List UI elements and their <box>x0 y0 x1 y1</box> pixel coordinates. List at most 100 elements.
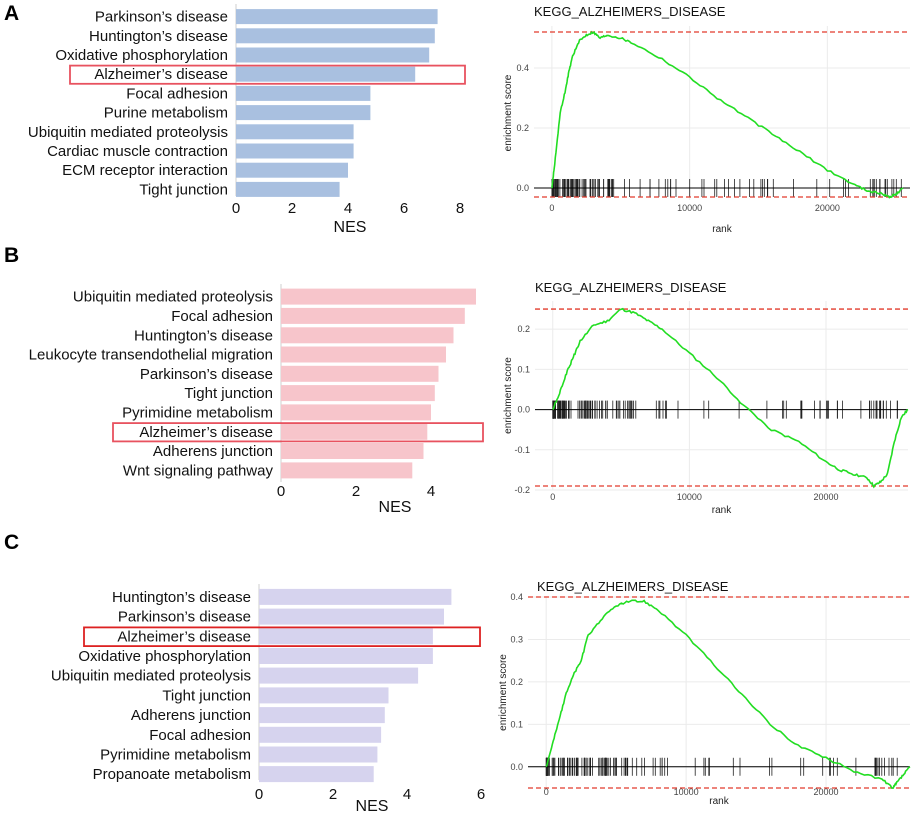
x-tick-label: 20000 <box>813 492 838 502</box>
category-label: Adherens junction <box>153 443 273 460</box>
y-axis-label: enrichment score <box>503 357 514 434</box>
category-label: Ubiquitin mediated proteolysis <box>28 124 228 141</box>
bar <box>281 404 431 421</box>
y-tick-label: 0.3 <box>510 634 523 644</box>
category-label: Pyrimidine metabolism <box>122 404 273 421</box>
y-tick-label: -0.2 <box>514 485 530 495</box>
bar <box>281 385 435 402</box>
x-axis-label: rank <box>709 796 729 807</box>
plot-title: KEGG_ALZHEIMERS_DISEASE <box>537 579 729 594</box>
bar <box>281 346 446 363</box>
category-label: Parkinson’s disease <box>95 9 228 26</box>
y-axis-label: enrichment score <box>503 74 514 151</box>
x-tick-label: 4 <box>427 483 435 500</box>
category-label: Alzheimer’s disease <box>117 628 251 645</box>
x-tick-label: 0 <box>549 203 554 213</box>
x-tick-label: 0 <box>277 483 285 500</box>
bar <box>236 181 340 197</box>
category-label: Wnt signaling pathway <box>123 462 274 479</box>
category-label: Parkinson’s disease <box>118 609 251 626</box>
bar-chart-a: Parkinson’s disease Huntington’s disease O… <box>28 4 466 236</box>
bar <box>281 365 439 382</box>
highlight-box <box>83 626 481 648</box>
highlight-box <box>112 422 484 443</box>
highlight-box <box>69 64 466 85</box>
x-axis-label: NES <box>356 798 389 813</box>
plot-title: KEGG_ALZHEIMERS_DISEASE <box>535 280 727 295</box>
bar <box>236 124 354 140</box>
category-label: Oxidative phosphorylation <box>78 648 251 665</box>
y-tick-label: 0.0 <box>510 762 523 772</box>
bar-chart-b: Ubiquitin mediated proteolysis Focal adhe… <box>29 284 484 516</box>
x-tick-label: 8 <box>456 200 464 217</box>
x-tick-label: 0 <box>550 492 555 502</box>
x-tick-label: 10000 <box>674 787 699 797</box>
bar <box>236 66 416 82</box>
bar <box>259 667 419 684</box>
category-label: Purine metabolism <box>104 105 228 122</box>
bar <box>236 9 438 25</box>
y-axis-label: enrichment score <box>498 654 509 731</box>
category-label: Huntington’s disease <box>112 589 251 606</box>
plot-background <box>528 597 910 788</box>
panel-label-b: B <box>4 244 19 267</box>
bar <box>281 443 424 459</box>
x-axis-label: NES <box>334 219 367 236</box>
category-label: Ubiquitin mediated proteolysis <box>73 289 273 306</box>
x-tick-label: 2 <box>329 786 337 803</box>
category-label: Tight junction <box>162 687 251 704</box>
x-axis-label: NES <box>379 499 412 516</box>
bar <box>259 687 389 704</box>
y-tick-label: -0.1 <box>514 445 530 455</box>
category-label: Focal adhesion <box>126 85 228 102</box>
category-label: Focal adhesion <box>171 308 273 325</box>
enrichment-curve <box>551 30 904 199</box>
x-tick-label: 6 <box>477 786 485 803</box>
bar-chart-c: Huntington’s disease Parkinson’s disease A… <box>51 584 485 813</box>
bar <box>259 707 385 724</box>
category-label: ECM receptor interaction <box>62 162 228 179</box>
y-tick-label: 0.0 <box>517 405 530 415</box>
plot-title: KEGG_ALZHEIMERS_DISEASE <box>534 4 726 19</box>
category-label: Alzheimer’s disease <box>94 66 228 83</box>
y-tick-label: 0.1 <box>517 364 530 374</box>
x-tick-label: 4 <box>344 200 352 217</box>
enrichment-curve <box>545 599 911 789</box>
category-label: Tight junction <box>184 385 273 402</box>
bar <box>236 143 354 159</box>
category-label: Adherens junction <box>131 707 251 724</box>
x-tick-label: 20000 <box>815 203 840 213</box>
category-label: Alzheimer’s disease <box>139 424 273 441</box>
gsea-plot-b: -0.2 -0.1 0.0 0.1 0.2 0 10000 20000 KEGG_ALZHEIM… <box>503 280 909 516</box>
y-tick-label: 0.4 <box>516 63 529 73</box>
bar <box>259 608 444 625</box>
bar <box>259 726 382 743</box>
y-tick-label: 0.0 <box>516 183 529 193</box>
plot-background <box>535 301 908 490</box>
bar <box>281 462 413 479</box>
bar <box>236 105 371 121</box>
x-tick-label: 2 <box>288 200 296 217</box>
y-tick-label: 0.2 <box>510 677 523 687</box>
gsea-plot-c: 0.0 0.1 0.2 0.3 0.4 0 10000 20000 KEGG_ALZHEIMER… <box>498 579 911 807</box>
bar <box>259 746 378 763</box>
category-label: Huntington’s disease <box>89 28 228 45</box>
category-label: Cardiac muscle contraction <box>47 143 228 160</box>
panel-label-c: C <box>4 531 19 554</box>
bar <box>281 423 428 440</box>
bar <box>259 588 452 605</box>
category-label: Propanoate metabolism <box>93 766 251 783</box>
x-tick-label: 2 <box>352 483 360 500</box>
category-label: Tight junction <box>139 181 228 198</box>
category-label: Ubiquitin mediated proteolysis <box>51 668 251 685</box>
plot-background <box>534 26 910 200</box>
category-label: Huntington’s disease <box>134 327 273 344</box>
bar <box>281 288 476 305</box>
bar <box>281 307 465 324</box>
x-tick-label: 10000 <box>677 492 702 502</box>
category-label: Parkinson’s disease <box>140 366 273 383</box>
bar <box>236 47 430 63</box>
y-tick-label: 0.1 <box>510 719 523 729</box>
bar <box>281 327 454 344</box>
